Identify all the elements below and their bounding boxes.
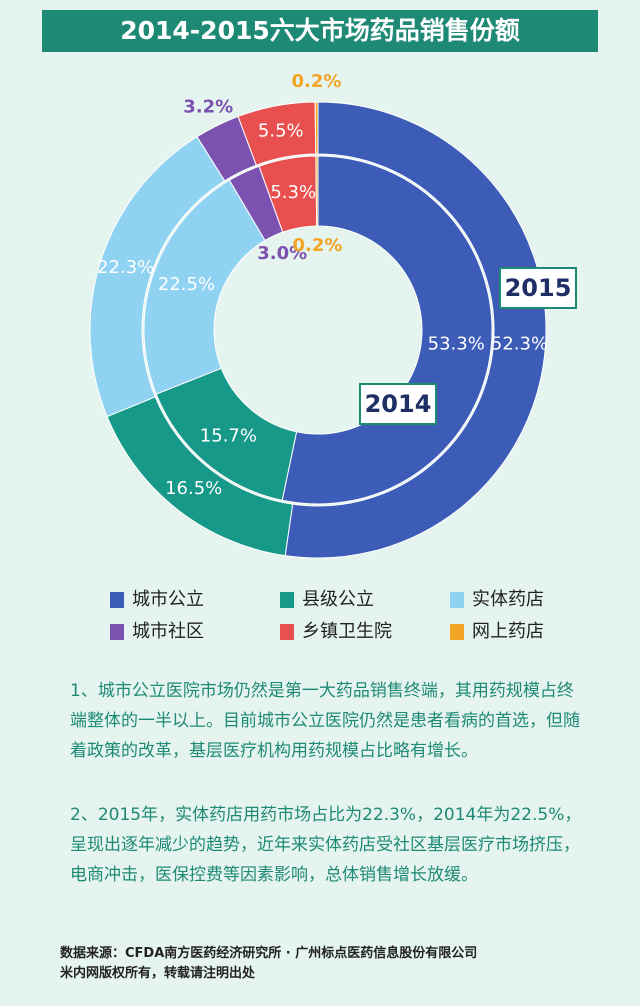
- data-label: 5.3%: [270, 182, 316, 203]
- donut-segment: [284, 101, 547, 559]
- data-label: 53.3%: [428, 333, 485, 354]
- data-label: 52.3%: [491, 334, 548, 355]
- donut-segment: [281, 155, 493, 505]
- legend-label: 乡镇卫生院: [302, 621, 392, 642]
- source-line: 米内网版权所有，转载请注明出处: [60, 966, 256, 981]
- data-label: 16.5%: [165, 478, 222, 499]
- data-label: 5.5%: [258, 120, 304, 141]
- legend-swatch: [110, 624, 124, 640]
- data-label: 3.0%: [257, 243, 307, 264]
- data-label: 15.7%: [200, 425, 257, 446]
- legend-label: 城市公立: [132, 589, 204, 610]
- note: 1、城市公立医院市场仍然是第一大药品销售终端，其用药规模占终端整体的一半以上。目…: [70, 681, 580, 761]
- legend-label: 城市社区: [132, 621, 204, 642]
- data-label: 3.2%: [183, 97, 233, 118]
- data-label: 0.2%: [293, 235, 343, 256]
- chart-title: 2014-2015六大市场药品销售份额: [42, 10, 598, 52]
- legend-swatch: [450, 624, 464, 640]
- ring-label: 2014: [365, 390, 432, 418]
- donut-segment: [315, 155, 319, 227]
- data-label: 22.3%: [97, 257, 154, 278]
- data-label: 22.5%: [158, 274, 215, 295]
- legend-swatch: [280, 592, 294, 608]
- data-label: 0.2%: [291, 71, 341, 92]
- legend-swatch: [110, 592, 124, 608]
- chart: 52.3% 16.5% 22.3% 3.2% 5.5% 0.2% 53.3% 15.7% 22.…: [89, 71, 577, 642]
- legend-label: 网上药店: [472, 621, 544, 642]
- donut-segment: [314, 101, 319, 155]
- legend-swatch: [450, 592, 464, 608]
- ring-label: 2015: [505, 274, 572, 302]
- source-line: 数据来源：CFDA南方医药经济研究所 · 广州标点医药信息股份有限公司: [60, 946, 478, 961]
- legend-label: 实体药店: [472, 589, 544, 610]
- donut-segment: [143, 179, 266, 395]
- source: 数据来源：CFDA南方医药经济研究所 · 广州标点医药信息股份有限公司 米内网版…: [60, 944, 477, 984]
- note: 2、2015年，实体药店用药市场占比为22.3%，2014年为22.5%，呈现出…: [70, 805, 582, 885]
- legend-label: 县级公立: [302, 589, 374, 610]
- ring-label-box: [499, 267, 577, 309]
- legend-swatch: [280, 624, 294, 640]
- ring-label-box: [359, 383, 437, 425]
